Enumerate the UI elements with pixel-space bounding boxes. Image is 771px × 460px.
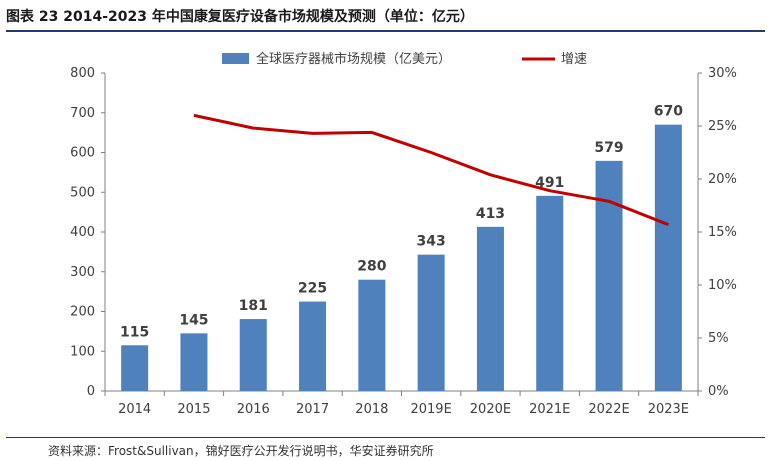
x-tick-label: 2023E [648, 402, 689, 417]
x-tick-label: 2014 [118, 402, 151, 417]
left-tick-label: 200 [70, 305, 95, 320]
x-tick-label: 2021E [529, 402, 570, 417]
bar-value-label: 670 [654, 104, 683, 120]
bar [358, 279, 386, 391]
right-tick-label: 20% [708, 172, 737, 187]
x-tick-label: 2019E [410, 402, 451, 417]
bar [121, 345, 149, 391]
data-labels: 115 145 181 225 280 343 413 491 579 670 [120, 104, 683, 341]
left-tick-label: 700 [70, 106, 95, 121]
right-tick-label: 25% [708, 119, 737, 134]
x-tick-label: 2022E [588, 402, 629, 417]
bar [654, 124, 682, 392]
bar-value-label: 343 [417, 234, 446, 250]
legend-line-label: 增速 [561, 52, 587, 67]
x-tick-label: 2018 [355, 402, 388, 417]
title-divider [6, 30, 765, 32]
bar [595, 160, 623, 391]
bar-value-label: 413 [476, 206, 505, 222]
bar [180, 333, 208, 391]
x-tick-label: 2016 [237, 402, 270, 417]
right-tick-label: 30% [708, 66, 737, 81]
bar [299, 301, 327, 391]
bar [239, 319, 267, 391]
left-tick-label: 600 [70, 146, 95, 161]
bar [536, 195, 564, 391]
bar-value-label: 145 [179, 312, 208, 328]
growth-line-series [193, 113, 669, 226]
legend-bar-swatch [222, 53, 249, 64]
right-tick-label: 15% [708, 225, 737, 240]
source-divider [6, 437, 765, 438]
bar-series [121, 124, 682, 392]
legend-bar-label: 全球医疗器械市场规模（亿美元） [256, 51, 451, 67]
right-tick-label: 5% [708, 331, 729, 346]
bar-value-label: 225 [298, 281, 327, 297]
axes: 0 100 200 300 400 500 600 700 800 0% 5% 10% 15% 20% 25… [70, 66, 737, 417]
bar-value-label: 181 [239, 298, 268, 314]
bar [476, 226, 504, 391]
bar-value-label: 115 [120, 324, 149, 340]
x-tick-label: 2017 [296, 402, 329, 417]
x-tick-label: 2020E [470, 402, 511, 417]
left-tick-label: 300 [70, 265, 95, 280]
bar-value-label: 579 [594, 140, 623, 156]
left-tick-label: 0 [87, 384, 95, 399]
bar [417, 254, 445, 391]
legend: 全球医疗器械市场规模（亿美元） 增速 [222, 51, 587, 67]
left-tick-label: 400 [70, 225, 95, 240]
bar-value-label: 280 [357, 259, 386, 275]
chart-title: 图表 23 2014-2023 年中国康复医疗设备市场规模及预测（单位：亿元） [6, 9, 474, 25]
right-tick-label: 0% [708, 384, 729, 399]
left-tick-label: 500 [70, 185, 95, 200]
right-tick-label: 10% [708, 278, 737, 293]
source-note: 资料来源：Frost&Sullivan，锦好医疗公开发行说明书，华安证券研究所 [48, 444, 434, 458]
left-tick-label: 100 [70, 344, 95, 359]
left-tick-label: 800 [70, 66, 95, 81]
bar-value-label: 491 [535, 175, 564, 191]
x-tick-label: 2015 [177, 402, 210, 417]
